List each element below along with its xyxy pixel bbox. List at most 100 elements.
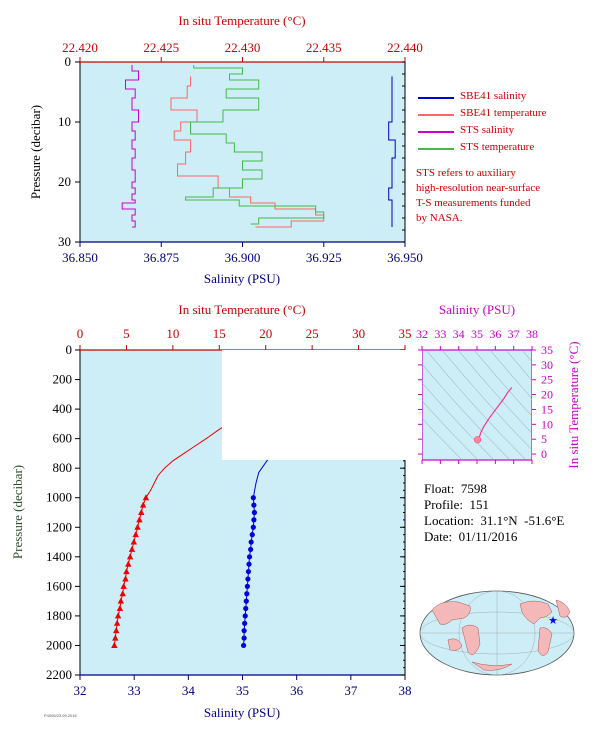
salinity-marker: [242, 620, 248, 626]
main-series-group: [111, 350, 349, 649]
ts-deep-cluster: [473, 436, 482, 444]
y-tick-label: 1000: [46, 490, 72, 505]
float-id: Float: 7598: [424, 481, 487, 496]
salinity-marker: [243, 605, 249, 612]
temperature-marker: [113, 619, 121, 626]
world-map: ★: [419, 590, 575, 676]
y-tick-label: 35: [541, 343, 553, 357]
x-tick-label: 36.850: [62, 250, 98, 265]
y-tick-label: 10: [58, 114, 71, 129]
top-panel: 36.850 36.875 36.900 36.925 36.950 22.420 22.4…: [28, 13, 423, 286]
temperature-marker: [125, 560, 132, 567]
note-line: by NASA.: [416, 212, 463, 224]
y-tick-label: 0: [66, 342, 73, 357]
main-temp-axis-label: In situ Temperature (°C): [178, 302, 305, 317]
x-tick-label: 22.420: [62, 40, 98, 55]
temperature-marker: [130, 538, 138, 545]
top-axes-group: 36.850 36.875 36.900 36.925 36.950 22.420 22.4…: [58, 40, 423, 265]
legend-swatch: [418, 114, 454, 116]
map-float-marker: ★: [548, 615, 558, 627]
figure-stamp: P4006/23.09.2016: [44, 713, 77, 718]
x-tick-label: 22.430: [225, 40, 261, 55]
temperature-marker: [136, 516, 143, 523]
x-tick-label: 22.440: [387, 40, 423, 55]
temperature-marker: [128, 545, 136, 552]
x-tick-label: 38: [526, 327, 538, 341]
y-tick-label: 800: [53, 460, 73, 475]
note-line: STS refers to auxiliary: [416, 167, 516, 179]
y-tick-label: 10: [541, 417, 553, 431]
legend-swatch: [418, 131, 454, 133]
temperature-marker: [122, 575, 129, 582]
y-tick-label: 15: [541, 402, 553, 416]
salinity-marker: [244, 583, 250, 589]
x-tick-label: 30: [352, 326, 365, 341]
x-tick-label: 22.435: [306, 40, 342, 55]
salinity-marker: [248, 539, 254, 545]
temperature-marker: [132, 531, 139, 538]
temperature-marker: [117, 597, 125, 604]
x-tick-label: 36.925: [306, 250, 342, 265]
series-line: [121, 65, 139, 228]
y-tick-label: 20: [541, 388, 553, 402]
x-tick-label: 35: [236, 683, 249, 698]
y-tick-label: 30: [58, 234, 71, 249]
note-line: T-S measurements funded: [416, 197, 531, 209]
map-land: [431, 599, 571, 671]
ts-plot-area: [421, 349, 533, 461]
salinity-marker: [250, 524, 256, 530]
note-line: high-resolution near-surface: [416, 182, 541, 194]
x-tick-label: 34: [453, 327, 465, 341]
x-tick-label: 37: [344, 683, 358, 698]
y-tick-label: 0: [541, 447, 547, 461]
x-tick-label: 36.950: [387, 250, 423, 265]
salinity-marker: [251, 517, 257, 523]
legend-label: SBE41 temperature: [460, 107, 547, 119]
profile-number: Profile: 151: [424, 497, 489, 512]
salinity-marker: [248, 546, 254, 553]
y-tick-label: 600: [53, 431, 73, 446]
salinity-marker: [249, 532, 255, 538]
salinity-marker: [244, 591, 250, 597]
x-tick-label: 36: [290, 683, 304, 698]
salinity-marker: [251, 502, 257, 508]
temperature-marker: [123, 568, 130, 575]
x-tick-label: 5: [123, 326, 130, 341]
main-sal-axis-label: Salinity (PSU): [204, 705, 280, 720]
salinity-marker: [251, 509, 258, 516]
x-tick-label: 38: [399, 683, 412, 698]
x-tick-label: 36.900: [225, 250, 261, 265]
series-line: [388, 76, 396, 227]
ts-density-contours: [222, 349, 601, 461]
y-tick-label: 400: [53, 401, 73, 416]
x-tick-label: 0: [77, 326, 84, 341]
salinity-marker: [241, 628, 247, 634]
salinity-marker: [246, 561, 252, 567]
x-tick-label: 35: [471, 327, 483, 341]
ts-curve: [477, 387, 513, 443]
main-axes-group: 32 33 34 35 36 37 38 0 5 10 15 20 25 30 35 0 200 400 600 80…: [46, 326, 412, 698]
x-tick-label: 36: [489, 327, 501, 341]
series-line: [185, 65, 325, 225]
salinity-marker: [243, 598, 249, 604]
y-tick-label: 30: [541, 358, 553, 372]
temperature-marker: [126, 553, 134, 560]
temperature-marker: [138, 509, 145, 515]
salinity-marker: [245, 568, 252, 575]
top-series-group: [121, 65, 396, 228]
x-tick-label: 35: [399, 326, 412, 341]
top-temp-axis-label: In situ Temperature (°C): [178, 13, 305, 28]
y-tick-label: 1600: [46, 578, 72, 593]
x-tick-label: 34: [182, 683, 196, 698]
x-tick-label: 10: [166, 326, 179, 341]
legend-swatch: [418, 148, 454, 150]
x-tick-label: 20: [259, 326, 272, 341]
salinity-marker: [240, 642, 247, 649]
legend-swatch: [418, 97, 454, 99]
ts-temp-axis-label: In situ Temperature (°C): [566, 341, 581, 468]
x-tick-label: 37: [508, 327, 520, 341]
x-tick-label: 25: [306, 326, 319, 341]
x-tick-label: 32: [74, 683, 87, 698]
